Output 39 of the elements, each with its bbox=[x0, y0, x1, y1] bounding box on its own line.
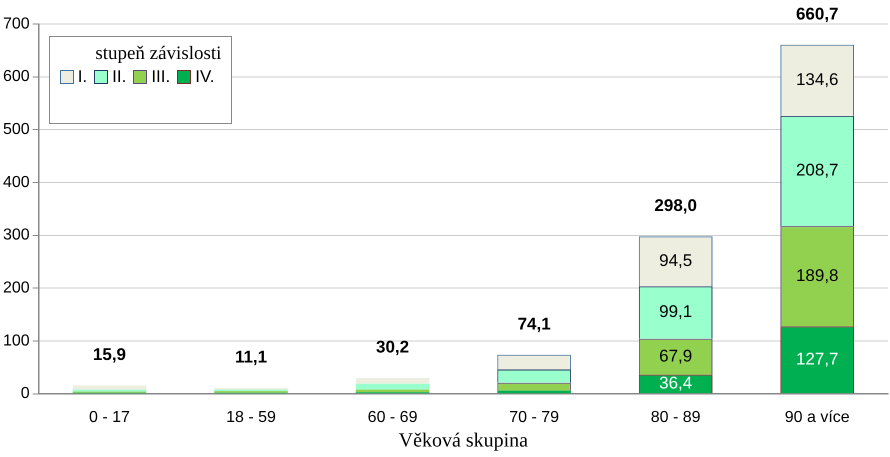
y-tick-label: 300 bbox=[2, 226, 30, 244]
data-label: 127,7 bbox=[796, 350, 838, 369]
y-tick-label: 200 bbox=[2, 280, 30, 297]
total-label: 660,7 bbox=[796, 4, 838, 24]
legend-label: I. bbox=[78, 67, 88, 87]
x-axis-title: Věková skupina bbox=[398, 429, 528, 452]
bar bbox=[497, 390, 571, 394]
x-tick-label: 80 - 89 bbox=[650, 408, 701, 426]
total-label: 74,1 bbox=[518, 314, 551, 334]
data-label: 134,6 bbox=[796, 70, 838, 89]
x-tick-label: 18 - 59 bbox=[226, 408, 276, 426]
data-label: 189,8 bbox=[796, 266, 838, 285]
x-tick-label: 60 - 69 bbox=[368, 408, 418, 426]
total-label: 298,0 bbox=[654, 196, 697, 216]
data-label: 36,4 bbox=[659, 374, 692, 393]
data-label: 94,5 bbox=[659, 251, 692, 270]
legend-label: III. bbox=[151, 67, 170, 87]
y-tick-label: 600 bbox=[2, 68, 30, 86]
bar bbox=[356, 384, 430, 390]
data-label: 208,7 bbox=[796, 160, 838, 180]
data-label: 99,1 bbox=[659, 302, 692, 322]
bar bbox=[72, 385, 146, 390]
x-tick-label: 90 a více bbox=[784, 408, 850, 426]
total-label: 11,1 bbox=[234, 348, 268, 367]
legend-label: II. bbox=[112, 67, 126, 87]
y-tick-label: 400 bbox=[2, 174, 30, 191]
y-tick-label: 0 bbox=[20, 385, 30, 402]
legend-label: IV. bbox=[195, 67, 214, 87]
data-label: 67,9 bbox=[659, 346, 692, 366]
legend-title: stupeň závislosti bbox=[94, 43, 222, 65]
bar bbox=[356, 390, 430, 392]
x-tick-label: 70 - 79 bbox=[509, 408, 560, 426]
y-tick-label: 100 bbox=[2, 332, 30, 350]
total-label: 15,9 bbox=[92, 345, 126, 364]
total-label: 30,2 bbox=[376, 338, 410, 357]
y-tick-label: 500 bbox=[2, 121, 30, 138]
x-tick-label: 0 - 17 bbox=[89, 408, 130, 426]
y-tick-label: 700 bbox=[2, 15, 30, 32]
bar bbox=[356, 378, 430, 384]
